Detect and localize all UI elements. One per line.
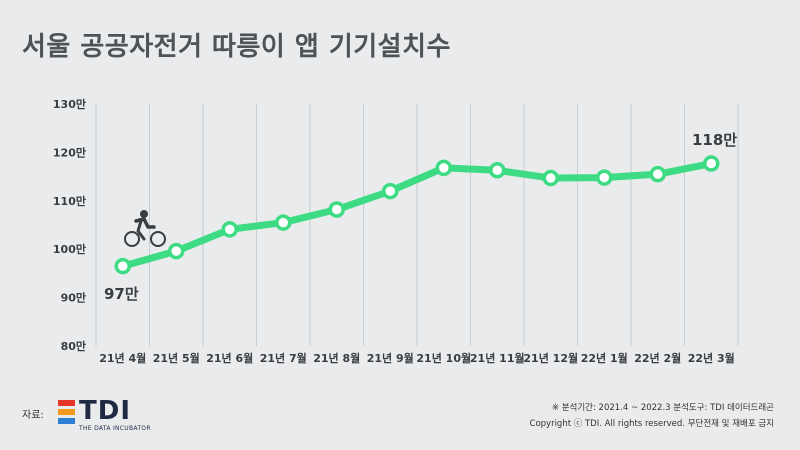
x-tick-label: 21년 9월 [367, 351, 414, 365]
data-point [542, 169, 559, 187]
x-tick-label: 22년 3월 [688, 351, 735, 365]
tdi-logo [58, 400, 75, 424]
grid-lines [95, 104, 739, 346]
data-point [275, 214, 292, 231]
chart-title: 서울 공공자전거 따릉이 앱 기기설치수 [22, 32, 451, 62]
logo-bar [58, 409, 75, 415]
x-tick-label: 21년 12월 [523, 351, 578, 365]
data-points [114, 155, 720, 275]
data-point [221, 221, 238, 238]
data-point [489, 162, 506, 179]
data-point [596, 169, 613, 186]
footnote-copyright: Copyright ⓒ TDI. All rights reserved. 무단… [529, 419, 774, 429]
x-axis-ticks: 21년 4월 21년 5월 21년 6월 21년 7월 21년 8월 21년 9월 21년 … [99, 351, 735, 365]
logo-subtitle: THE DATA INCUBATOR [79, 425, 151, 432]
y-tick-label: 110만 [53, 194, 86, 208]
logo-bar [58, 418, 75, 424]
x-tick-label: 21년 5월 [153, 351, 200, 365]
series-line [119, 160, 715, 270]
logo-text: TDI [79, 396, 131, 426]
start-value-label: 97만 [104, 285, 139, 303]
y-axis-ticks: 80만 90만 100만 110만 120만 130만 [53, 97, 86, 353]
data-point [328, 201, 345, 218]
y-tick-label: 120만 [53, 145, 86, 159]
footnote-analysis: ※ 분석기간: 2021.4 ~ 2022.3 분석도구: TDI 데이터드래곤 [551, 403, 774, 413]
source-label: 자료: [22, 410, 44, 421]
x-tick-label: 21년 10월 [416, 351, 471, 365]
y-tick-label: 100만 [53, 242, 86, 256]
x-tick-label: 22년 2월 [634, 351, 681, 365]
x-tick-label: 21년 4월 [99, 351, 146, 365]
x-tick-label: 21년 11월 [470, 351, 525, 365]
data-point [703, 155, 720, 172]
series-polyline [119, 160, 715, 270]
logo-bar [58, 400, 75, 406]
x-tick-label: 22년 1월 [581, 351, 628, 365]
data-point [114, 257, 131, 275]
y-tick-label: 130만 [53, 97, 86, 111]
y-tick-label: 90만 [61, 291, 86, 305]
cyclist-icon [124, 210, 166, 247]
data-point [649, 165, 666, 183]
data-point [435, 159, 452, 177]
y-tick-label: 80만 [61, 339, 86, 353]
x-tick-label: 21년 7월 [260, 351, 307, 365]
x-tick-label: 21년 6월 [206, 351, 253, 365]
x-tick-label: 21년 8월 [313, 351, 360, 365]
data-point [382, 182, 399, 200]
end-value-label: 118만 [692, 131, 737, 149]
data-point [168, 242, 185, 260]
